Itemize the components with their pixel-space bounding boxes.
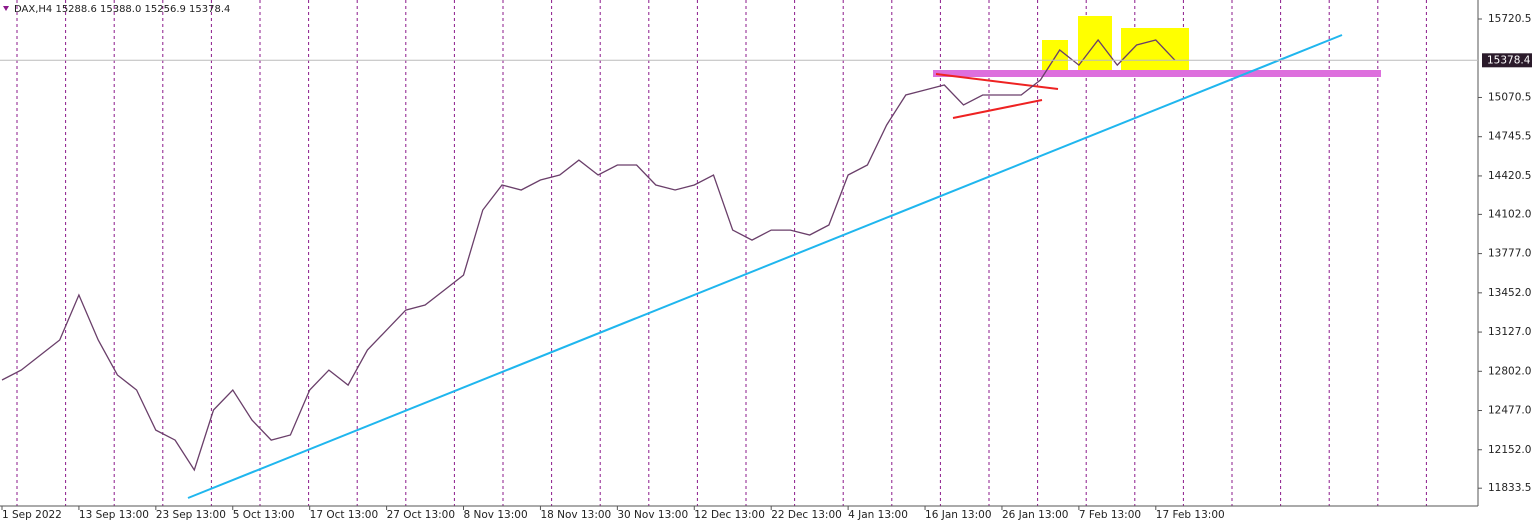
y-tick-label: 13452.0 (1488, 287, 1531, 299)
y-tick-label: 14420.5 (1488, 170, 1531, 182)
x-tick-label: 13 Sep 13:00 (79, 509, 149, 521)
x-tick-label: 5 Oct 13:00 (233, 509, 295, 521)
resistance-band (933, 70, 1381, 77)
x-tick-label: 1 Sep 2022 (2, 509, 62, 521)
period-separators (16, 0, 1427, 506)
x-tick-label: 23 Sep 13:00 (156, 509, 226, 521)
x-tick-label: 17 Feb 13:00 (1156, 509, 1225, 521)
last-price-box (1482, 53, 1532, 68)
menu-triangle (3, 6, 9, 11)
y-tick-label: 14102.0 (1488, 208, 1531, 220)
highlight-box (1121, 28, 1189, 74)
y-tick-label: 12802.0 (1488, 365, 1531, 377)
x-tick-label: 27 Oct 13:00 (387, 509, 455, 521)
x-tick-label: 26 Jan 13:00 (1002, 509, 1068, 521)
y-tick-label: 15720.5 (1488, 13, 1531, 25)
x-tick-label: 16 Jan 13:00 (925, 509, 991, 521)
x-tick-label: 7 Feb 13:00 (1079, 509, 1141, 521)
price-line (1, 38, 1176, 472)
x-tick-label: 8 Nov 13:00 (464, 509, 528, 521)
y-tick-label: 12152.0 (1488, 444, 1531, 456)
x-tick-label: 12 Dec 13:00 (694, 509, 765, 521)
y-tick-label: 15070.5 (1488, 91, 1531, 103)
triangle-line (952, 99, 1043, 119)
y-tick-label: 11833.5 (1488, 482, 1531, 494)
x-tick-label: 30 Nov 13:00 (617, 509, 688, 521)
trend-line (187, 34, 1343, 499)
y-tick-label: 13777.0 (1488, 248, 1531, 260)
x-tick-label: 4 Jan 13:00 (848, 509, 908, 521)
y-tick-label: 14745.5 (1488, 131, 1531, 143)
x-tick-label: 22 Dec 13:00 (771, 509, 842, 521)
y-tick-label: 13127.0 (1488, 326, 1531, 338)
y-tick-label: 12477.0 (1488, 405, 1531, 417)
x-tick-label: 17 Oct 13:00 (310, 509, 378, 521)
x-tick-label: 18 Nov 13:00 (540, 509, 611, 521)
last-price-label: 15378.4 (1487, 54, 1531, 66)
chart-title: DAX,H4 15288.6 15388.0 15256.9 15378.4 (14, 4, 230, 15)
triangle-line (935, 73, 1059, 90)
